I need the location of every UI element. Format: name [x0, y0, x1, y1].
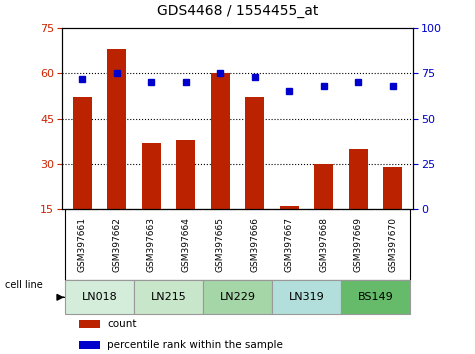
- Text: cell line: cell line: [5, 280, 42, 290]
- Text: LN319: LN319: [288, 292, 324, 302]
- FancyBboxPatch shape: [65, 280, 134, 314]
- Bar: [314, 164, 333, 209]
- Text: GSM397668: GSM397668: [319, 217, 328, 272]
- Bar: [79, 320, 100, 328]
- Bar: [73, 97, 92, 209]
- Text: GSM397667: GSM397667: [285, 217, 294, 272]
- FancyBboxPatch shape: [203, 280, 272, 314]
- Text: GDS4468 / 1554455_at: GDS4468 / 1554455_at: [157, 4, 318, 18]
- Bar: [245, 97, 264, 209]
- Text: LN215: LN215: [151, 292, 187, 302]
- Text: LN229: LN229: [219, 292, 256, 302]
- Bar: [383, 167, 402, 209]
- FancyBboxPatch shape: [341, 280, 410, 314]
- Text: GSM397662: GSM397662: [113, 217, 122, 272]
- FancyBboxPatch shape: [134, 280, 203, 314]
- Text: GSM397661: GSM397661: [78, 217, 87, 272]
- Bar: [280, 206, 299, 209]
- Text: BS149: BS149: [358, 292, 393, 302]
- Text: GSM397664: GSM397664: [181, 217, 190, 272]
- Text: GSM397669: GSM397669: [353, 217, 362, 272]
- Bar: [107, 49, 126, 209]
- Bar: [176, 139, 195, 209]
- Bar: [79, 341, 100, 349]
- FancyBboxPatch shape: [272, 280, 341, 314]
- Bar: [349, 149, 368, 209]
- Text: count: count: [107, 319, 137, 329]
- Text: GSM397665: GSM397665: [216, 217, 225, 272]
- Text: GSM397666: GSM397666: [250, 217, 259, 272]
- Text: LN018: LN018: [82, 292, 117, 302]
- Text: GSM397670: GSM397670: [388, 217, 397, 272]
- Bar: [142, 143, 161, 209]
- Text: GSM397663: GSM397663: [147, 217, 156, 272]
- Bar: [211, 73, 230, 209]
- Text: percentile rank within the sample: percentile rank within the sample: [107, 340, 283, 350]
